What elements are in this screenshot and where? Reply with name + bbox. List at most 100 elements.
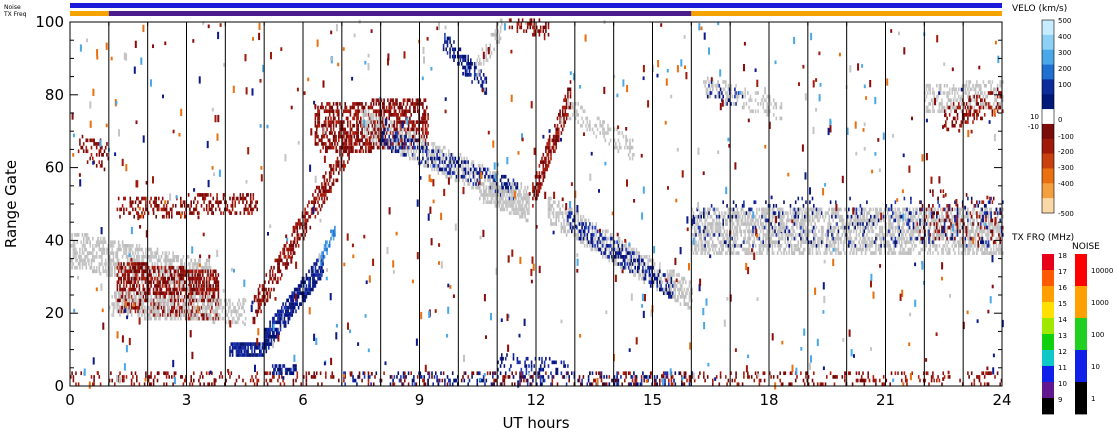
- echo-cell: [363, 113, 366, 117]
- echo-cell: [554, 123, 556, 128]
- echo-cell: [598, 229, 600, 234]
- echo-cell: [283, 251, 286, 255]
- echo-cell: [630, 265, 633, 270]
- echo-cell: [301, 276, 304, 281]
- echo-cell: [569, 94, 572, 99]
- echo-cell: [315, 134, 318, 139]
- echo-cell: [514, 182, 516, 186]
- echo-cell: [565, 371, 568, 376]
- echo-cell: [186, 273, 189, 277]
- echo-cell: [189, 280, 191, 285]
- echo-cell: [133, 258, 135, 263]
- echo-cell: [328, 138, 331, 143]
- echo-cell: [81, 247, 84, 252]
- echo-cell: [670, 280, 673, 285]
- echo-cell: [189, 265, 191, 270]
- echo-cell: [79, 255, 81, 259]
- echo-cell: [675, 298, 678, 303]
- echo-cell: [325, 145, 327, 150]
- echo-cell: [185, 295, 187, 299]
- echo-cell: [199, 273, 201, 277]
- echo-cell: [574, 233, 577, 237]
- echo-cell: [385, 123, 388, 128]
- echo-cell: [182, 313, 185, 317]
- echo-cell: [585, 123, 587, 128]
- echo-cell: [190, 284, 192, 288]
- echo-cell: [603, 240, 605, 245]
- echo-cell: [609, 244, 612, 248]
- echo-cell: [218, 313, 221, 317]
- echo-cell: [72, 255, 75, 259]
- echo-cell: [503, 174, 506, 179]
- echo-cell: [121, 305, 124, 310]
- echo-cell: [205, 207, 208, 212]
- echo-cell: [145, 207, 147, 212]
- echo-cell: [204, 262, 207, 266]
- echo-cell: [218, 200, 221, 205]
- echo-cell: [402, 98, 405, 103]
- echo-cell: [446, 164, 449, 168]
- echo-cell: [497, 200, 499, 205]
- echo-cell: [611, 251, 613, 255]
- echo-cell: [416, 138, 419, 143]
- echo-cell: [123, 269, 125, 274]
- echo-cell: [82, 251, 85, 255]
- echo-cell: [167, 255, 169, 259]
- echo-cell: [362, 149, 365, 154]
- echo-cell: [546, 164, 548, 168]
- echo-cell: [129, 291, 132, 296]
- echo-cell: [609, 236, 612, 241]
- echo-cell: [479, 189, 481, 194]
- echo-cell: [265, 346, 268, 350]
- echo-cell: [422, 153, 424, 157]
- echo-cell: [649, 276, 652, 281]
- echo-cell: [270, 335, 273, 339]
- echo-cell: [402, 149, 405, 154]
- echo-cell: [116, 265, 119, 270]
- echo-cell: [498, 200, 501, 205]
- echo-cell: [497, 360, 499, 365]
- echo-cell: [183, 204, 186, 208]
- echo-cell: [154, 251, 156, 255]
- velocity-heatmap: [70, 18, 1004, 390]
- echo-cell: [335, 160, 337, 164]
- echo-cell: [595, 222, 598, 226]
- echo-cell: [177, 302, 179, 306]
- echo-cell: [268, 331, 270, 336]
- echo-cell: [237, 316, 239, 321]
- echo-cell: [99, 262, 102, 266]
- echo-cell: [304, 222, 306, 226]
- echo-cell: [501, 182, 503, 186]
- echo-cell: [569, 91, 572, 95]
- echo-cell: [624, 145, 626, 150]
- echo-cell: [397, 116, 400, 121]
- echo-cell: [583, 218, 586, 223]
- echo-cell: [504, 200, 507, 205]
- echo-cell: [190, 258, 192, 263]
- echo-cell: [542, 167, 545, 172]
- echo-cell: [679, 280, 682, 285]
- echo-cell: [189, 291, 191, 296]
- echo-cell: [181, 273, 183, 277]
- echo-cell: [438, 167, 441, 172]
- echo-cell: [154, 291, 156, 296]
- echo-cell: [133, 273, 135, 277]
- echo-cell: [98, 247, 101, 252]
- echo-cell: [257, 305, 260, 310]
- echo-cell: [243, 309, 246, 314]
- echo-cell: [264, 335, 266, 339]
- echo-cell: [124, 276, 126, 281]
- echo-cell: [321, 262, 323, 266]
- echo-cell: [380, 98, 383, 103]
- echo-cell: [102, 265, 104, 270]
- echo-cell: [303, 295, 305, 299]
- echo-cell: [117, 196, 120, 201]
- echo-cell: [407, 131, 410, 135]
- echo-cell: [231, 204, 234, 208]
- echo-cell: [71, 244, 73, 248]
- echo-cell: [160, 287, 163, 292]
- echo-cell: [156, 280, 159, 285]
- echo-cell: [125, 251, 128, 255]
- echo-cell: [137, 262, 139, 266]
- echo-cell: [392, 134, 394, 139]
